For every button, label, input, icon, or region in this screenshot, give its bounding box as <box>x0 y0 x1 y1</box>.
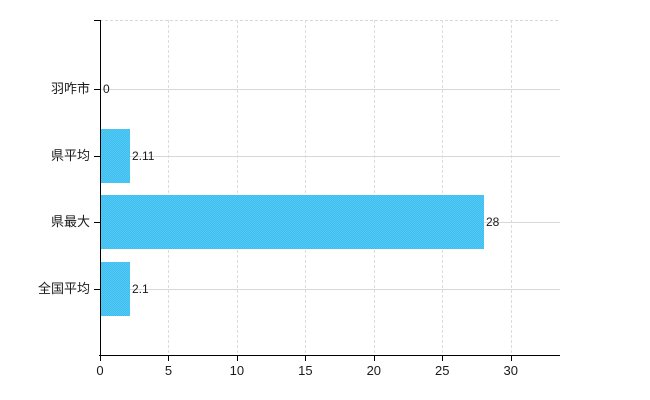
x-axis-tick-label: 10 <box>229 363 245 378</box>
y-axis-tick <box>94 155 100 157</box>
y-axis-tick <box>94 288 100 290</box>
vertical-gridline <box>168 20 170 355</box>
y-axis-tick <box>94 89 100 90</box>
x-axis-tick <box>510 355 512 361</box>
y-axis-end-tick <box>94 20 100 21</box>
x-axis-tick-label: 0 <box>96 363 104 378</box>
y-axis-category-label: 県最大 <box>50 214 90 229</box>
vertical-gridline <box>305 20 307 355</box>
x-axis-tick <box>236 355 238 361</box>
x-axis-tick-label: 25 <box>435 363 450 378</box>
vertical-gridline <box>510 20 512 355</box>
y-axis-tick <box>94 222 100 223</box>
x-axis-tick-label: 15 <box>298 363 313 378</box>
vertical-gridline <box>236 20 238 355</box>
bar-value-label: 2.1 <box>132 281 149 296</box>
horizontal-gridline <box>101 89 560 90</box>
bar-value-label: 0 <box>103 82 110 96</box>
bar-value-label: 28 <box>486 215 500 229</box>
x-axis-tick-label: 5 <box>164 363 173 378</box>
x-axis-tick <box>373 355 375 361</box>
bar-value-label: 2.11 <box>132 148 155 163</box>
vertical-gridline <box>442 20 444 355</box>
bar <box>101 128 130 183</box>
x-axis-tick <box>100 355 101 361</box>
plot-top-border <box>100 20 560 21</box>
y-axis-category-label: 全国平均 <box>37 280 90 296</box>
bar <box>101 195 484 249</box>
x-axis-tick-label: 30 <box>503 363 518 378</box>
vertical-gridline <box>373 20 375 355</box>
y-axis-line <box>100 20 101 356</box>
x-axis-tick <box>168 355 170 361</box>
bar <box>101 261 130 316</box>
x-axis-tick-label: 20 <box>366 363 382 378</box>
horizontal-gridline <box>101 155 560 157</box>
x-axis-tick <box>442 355 444 361</box>
x-axis-line <box>99 355 560 356</box>
horizontal-gridline <box>101 288 560 290</box>
y-axis-category-label: 県平均 <box>50 147 90 163</box>
y-axis-category-label: 羽咋市 <box>50 81 90 96</box>
x-axis-tick <box>305 355 307 361</box>
